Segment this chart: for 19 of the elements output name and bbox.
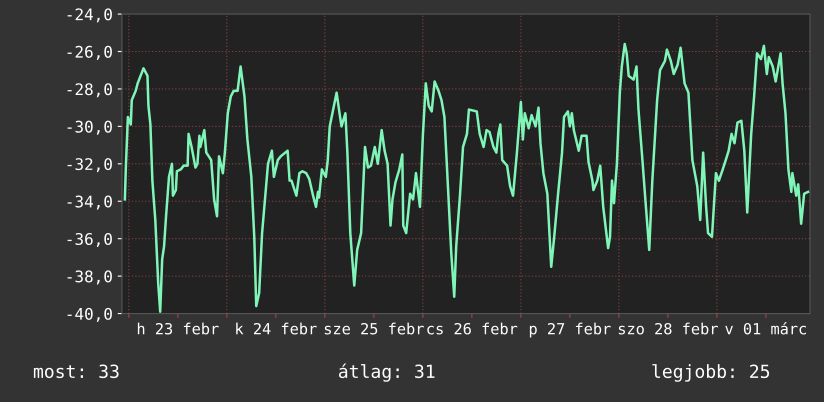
- y-tick-label: -38,0: [68, 270, 112, 284]
- y-tick-label: -40,0: [68, 308, 112, 322]
- x-tick-label: p 27 febr: [530, 322, 611, 338]
- text: legjobb: 25: [652, 364, 770, 382]
- y-tick-label: -26,0: [68, 46, 112, 60]
- x-tick-label: v 01 márc: [725, 322, 806, 334]
- x-tick-label: szo 28 febr: [618, 322, 718, 334]
- y-tick-label: -30,0: [68, 120, 112, 135]
- x-tick-label: h 23 febr: [138, 322, 219, 334]
- y-tick-label: -28,0: [68, 83, 112, 98]
- text: átlag: 31: [339, 363, 434, 382]
- y-tick-label: -34,0: [68, 196, 112, 210]
- y-tick-label: -32,0: [68, 158, 112, 172]
- x-tick-label: sze 25 febr: [324, 322, 424, 334]
- text: most: 33: [34, 364, 119, 378]
- y-tick-label: -24,0: [68, 8, 112, 22]
- y-tick-label: -36,0: [68, 232, 112, 248]
- x-tick-label: k 24 febr: [236, 322, 317, 334]
- x-tick-label: cs 26 febr: [427, 322, 518, 334]
